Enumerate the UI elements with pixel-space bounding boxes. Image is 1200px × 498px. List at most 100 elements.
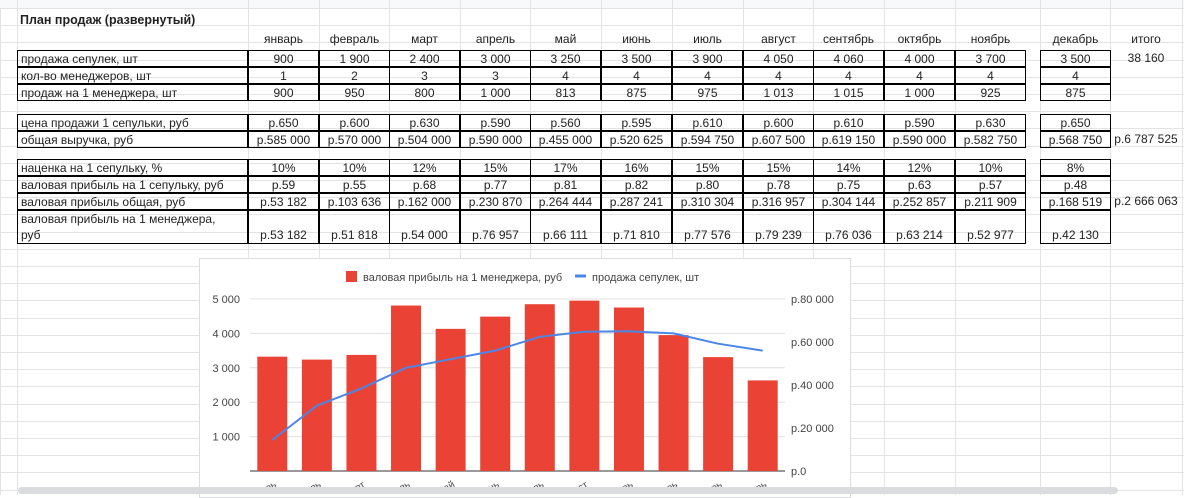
total-header[interactable]: итого — [1131, 32, 1161, 46]
data-cell[interactable]: 1 000 — [460, 84, 531, 101]
data-cell[interactable]: 875 — [601, 84, 672, 101]
data-cell[interactable]: р.75 — [813, 176, 884, 193]
month-header[interactable]: январь — [264, 32, 303, 46]
data-cell[interactable]: р.48 — [1040, 176, 1111, 193]
data-cell[interactable]: 4 — [530, 67, 601, 84]
data-cell[interactable]: 14% — [813, 159, 884, 176]
month-header[interactable]: февраль — [329, 32, 380, 46]
data-cell[interactable]: 12% — [884, 159, 955, 176]
data-cell[interactable]: р.607 500 — [743, 131, 814, 148]
data-cell[interactable]: 10% — [248, 159, 319, 176]
data-cell[interactable]: р.650 — [1040, 114, 1111, 131]
row-label[interactable]: наценка на 1 сепульку, % — [17, 159, 248, 176]
month-header[interactable]: сентябрь — [822, 32, 875, 46]
data-cell[interactable]: р.650 — [248, 114, 319, 131]
data-cell[interactable]: р.594 750 — [672, 131, 743, 148]
data-cell[interactable]: 3 — [460, 67, 531, 84]
data-cell[interactable]: 3 900 — [672, 50, 743, 67]
month-header[interactable]: апрель — [475, 32, 516, 46]
data-cell[interactable]: р.582 750 — [955, 131, 1026, 148]
data-cell[interactable]: 8% — [1040, 159, 1111, 176]
data-cell[interactable]: р.585 000 — [248, 131, 319, 148]
data-cell[interactable]: р.51 818 — [319, 210, 390, 244]
data-cell[interactable]: р.54 000 — [389, 210, 460, 244]
data-cell[interactable]: р.53 182 — [248, 210, 319, 244]
data-cell[interactable]: р.66 111 — [530, 210, 601, 244]
data-cell[interactable]: 15% — [672, 159, 743, 176]
data-cell[interactable]: 15% — [460, 159, 531, 176]
data-cell[interactable]: р.211 909 — [955, 193, 1026, 210]
data-cell[interactable]: 17% — [530, 159, 601, 176]
data-cell[interactable]: 4 000 — [884, 50, 955, 67]
total-cell[interactable]: р.2 666 063 — [1114, 194, 1178, 208]
data-cell[interactable]: р.590 000 — [884, 131, 955, 148]
data-cell[interactable]: 3 500 — [601, 50, 672, 67]
data-cell[interactable]: 3 250 — [530, 50, 601, 67]
data-cell[interactable]: р.619 150 — [813, 131, 884, 148]
data-cell[interactable]: 900 — [248, 50, 319, 67]
data-cell[interactable]: р.304 144 — [813, 193, 884, 210]
month-header[interactable]: декабрь — [1052, 32, 1099, 46]
data-cell[interactable]: р.600 — [743, 114, 814, 131]
month-header[interactable]: ноябрь — [970, 32, 1011, 46]
data-cell[interactable]: р.168 519 — [1040, 193, 1111, 210]
data-cell[interactable]: р.80 — [672, 176, 743, 193]
data-cell[interactable]: 4 — [955, 67, 1026, 84]
row-label[interactable]: цена продажи 1 сепульки, руб — [17, 114, 248, 131]
data-cell[interactable]: р.520 625 — [601, 131, 672, 148]
data-cell[interactable]: р.63 — [884, 176, 955, 193]
data-cell[interactable]: р.78 — [743, 176, 814, 193]
row-label[interactable]: валовая прибыль на 1 сепульку, руб — [17, 176, 248, 193]
data-cell[interactable]: 975 — [672, 84, 743, 101]
data-cell[interactable]: р.71 810 — [601, 210, 672, 244]
data-cell[interactable]: 3 700 — [955, 50, 1026, 67]
data-cell[interactable]: р.59 — [248, 176, 319, 193]
data-cell[interactable]: 1 015 — [813, 84, 884, 101]
data-cell[interactable]: 1 013 — [743, 84, 814, 101]
data-cell[interactable]: 12% — [389, 159, 460, 176]
data-cell[interactable]: р.630 — [389, 114, 460, 131]
month-header[interactable]: май — [554, 32, 577, 46]
month-header[interactable]: август — [761, 32, 796, 46]
data-cell[interactable]: 4 — [813, 67, 884, 84]
combo-chart[interactable]: 1 000 2 000 3 000 4 000 5 000 р.0 р.20 000 р.40… — [199, 258, 851, 498]
data-cell[interactable]: р.57 — [955, 176, 1026, 193]
total-cell[interactable]: 38 160 — [1127, 51, 1165, 65]
data-cell[interactable]: р.77 — [460, 176, 531, 193]
data-cell[interactable]: 3 000 — [460, 50, 531, 67]
data-cell[interactable]: р.600 — [319, 114, 390, 131]
data-cell[interactable]: р.230 870 — [460, 193, 531, 210]
row-label[interactable]: продажа сепулек, шт — [17, 50, 248, 67]
month-header[interactable]: июнь — [622, 32, 651, 46]
row-label[interactable]: кол-во менеджеров, шт — [17, 67, 248, 84]
data-cell[interactable]: 4 060 — [813, 50, 884, 67]
data-cell[interactable]: р.570 000 — [319, 131, 390, 148]
data-cell[interactable]: 3 500 — [1040, 50, 1111, 67]
month-header[interactable]: март — [411, 32, 438, 46]
data-cell[interactable]: р.76 957 — [460, 210, 531, 244]
data-cell[interactable]: р.81 — [530, 176, 601, 193]
data-cell[interactable]: 16% — [601, 159, 672, 176]
data-cell[interactable]: р.68 — [389, 176, 460, 193]
horizontal-scrollbar[interactable] — [18, 487, 1118, 494]
row-label[interactable]: валовая прибыль общая, руб — [17, 193, 248, 210]
data-cell[interactable]: р.55 — [319, 176, 390, 193]
data-cell[interactable]: р.455 000 — [530, 131, 601, 148]
data-cell[interactable]: р.590 — [884, 114, 955, 131]
total-cell[interactable]: р.6 787 525 — [1114, 132, 1178, 146]
data-cell[interactable]: р.310 304 — [672, 193, 743, 210]
data-cell[interactable]: р.52 977 — [955, 210, 1026, 244]
data-cell[interactable]: р.77 576 — [672, 210, 743, 244]
data-cell[interactable]: р.162 000 — [389, 193, 460, 210]
data-cell[interactable]: 900 — [248, 84, 319, 101]
data-cell[interactable]: 10% — [955, 159, 1026, 176]
data-cell[interactable]: 4 — [743, 67, 814, 84]
data-cell[interactable]: р.252 857 — [884, 193, 955, 210]
data-cell[interactable]: р.76 036 — [813, 210, 884, 244]
data-cell[interactable]: 950 — [319, 84, 390, 101]
data-cell[interactable]: р.630 — [955, 114, 1026, 131]
data-cell[interactable]: 4 — [601, 67, 672, 84]
data-cell[interactable]: 4 — [1040, 67, 1111, 84]
data-cell[interactable]: 3 — [389, 67, 460, 84]
data-cell[interactable]: 1 000 — [884, 84, 955, 101]
